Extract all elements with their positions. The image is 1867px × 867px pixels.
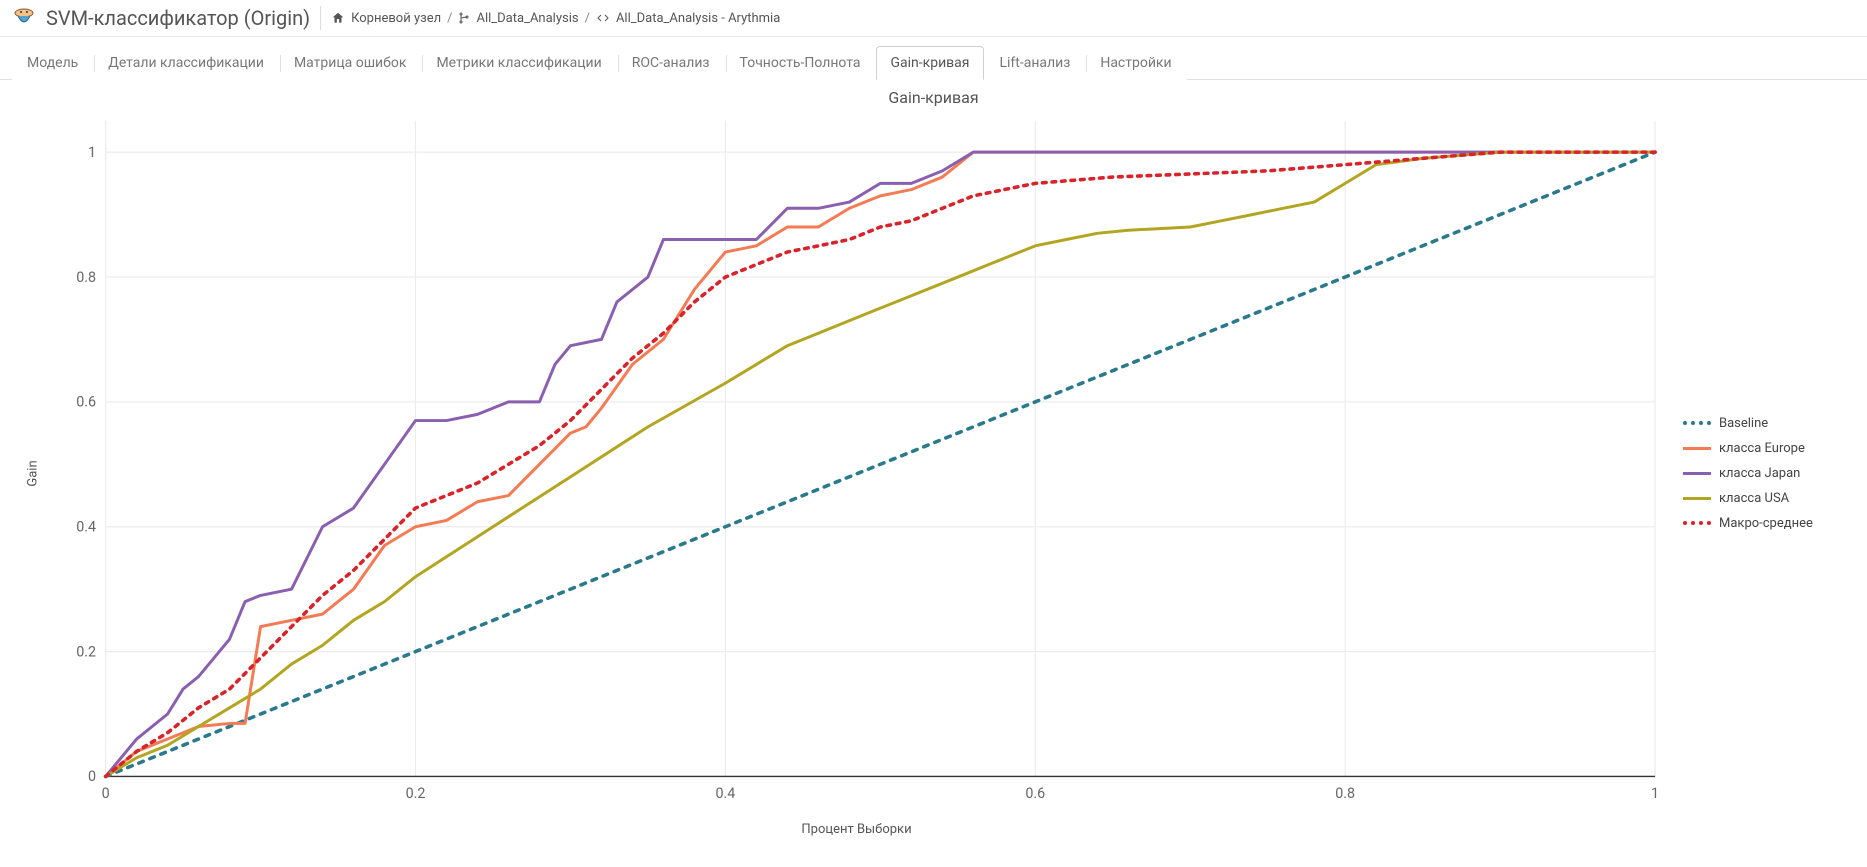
tab-2[interactable]: Матрица ошибок bbox=[279, 46, 421, 80]
y-axis-label: Gain bbox=[26, 460, 41, 486]
breadcrumb-sep: / bbox=[447, 11, 452, 26]
tab-6[interactable]: Gain-кривая bbox=[876, 46, 985, 80]
tab-7[interactable]: Lift-анализ bbox=[984, 46, 1085, 80]
code-icon bbox=[596, 12, 610, 24]
legend-swatch bbox=[1683, 472, 1711, 475]
svg-text:1: 1 bbox=[1651, 786, 1659, 802]
tab-8[interactable]: Настройки bbox=[1085, 46, 1186, 80]
legend-item-2[interactable]: класса Japan bbox=[1683, 466, 1847, 481]
breadcrumb-leaf[interactable]: All_Data_Analysis - Arythmia bbox=[616, 11, 780, 26]
legend-label: класса Europe bbox=[1719, 441, 1805, 456]
chart-panel: Gain-кривая Gain 0 0.2 0.4 0.6 0.8 1 0 0.2 0.4 0.… bbox=[0, 80, 1867, 857]
tab-0[interactable]: Модель bbox=[12, 46, 93, 80]
legend-item-1[interactable]: класса Europe bbox=[1683, 441, 1847, 456]
app-title: SVM-классификатор (Origin) bbox=[46, 6, 321, 30]
svg-text:0.4: 0.4 bbox=[76, 519, 96, 535]
svg-text:0: 0 bbox=[102, 786, 110, 802]
svg-text:0.8: 0.8 bbox=[76, 270, 96, 286]
breadcrumb: Корневой узел / All_Data_Analysis / All_… bbox=[331, 11, 780, 26]
svg-text:0.4: 0.4 bbox=[715, 786, 735, 802]
legend-item-4[interactable]: Макро-среднее bbox=[1683, 516, 1847, 531]
breadcrumb-sep: / bbox=[585, 11, 590, 26]
legend-item-0[interactable]: Baseline bbox=[1683, 416, 1847, 431]
svg-text:0.8: 0.8 bbox=[1335, 786, 1355, 802]
breadcrumb-mid[interactable]: All_Data_Analysis bbox=[476, 11, 578, 26]
tab-4[interactable]: ROC-анализ bbox=[617, 46, 725, 80]
svg-text:0.6: 0.6 bbox=[76, 395, 96, 411]
legend-swatch bbox=[1683, 521, 1711, 525]
svg-text:0.2: 0.2 bbox=[406, 786, 426, 802]
chart-plot-area[interactable]: 0 0.2 0.4 0.6 0.8 1 0 0.2 0.4 0.6 0.8 1 bbox=[46, 109, 1667, 816]
branch-icon bbox=[458, 12, 470, 24]
chart-title: Gain-кривая bbox=[20, 88, 1847, 107]
svg-text:1: 1 bbox=[88, 145, 96, 161]
tab-3[interactable]: Метрики классификации bbox=[421, 46, 616, 80]
y-axis-label-wrap: Gain bbox=[20, 109, 46, 837]
home-icon[interactable] bbox=[331, 11, 345, 25]
legend-swatch bbox=[1683, 497, 1711, 500]
legend-label: класса USA bbox=[1719, 491, 1789, 506]
svg-text:0.6: 0.6 bbox=[1025, 786, 1045, 802]
tab-1[interactable]: Детали классификации bbox=[93, 46, 279, 80]
legend-item-3[interactable]: класса USA bbox=[1683, 491, 1847, 506]
x-axis-label: Процент Выборки bbox=[46, 822, 1667, 837]
legend-swatch bbox=[1683, 447, 1711, 450]
legend-label: класса Japan bbox=[1719, 466, 1800, 481]
app-icon bbox=[12, 6, 36, 30]
svg-text:0: 0 bbox=[88, 769, 96, 785]
breadcrumb-root[interactable]: Корневой узел bbox=[351, 11, 441, 26]
legend-swatch bbox=[1683, 421, 1711, 425]
tab-bar: МодельДетали классификацииМатрица ошибок… bbox=[0, 37, 1867, 80]
svg-text:0.2: 0.2 bbox=[76, 644, 96, 660]
chart-legend: Baseline класса Europe класса Japan класса … bbox=[1667, 109, 1847, 837]
tab-5[interactable]: Точность-Полнота bbox=[725, 46, 876, 80]
legend-label: Макро-среднее bbox=[1719, 516, 1813, 531]
header-bar: SVM-классификатор (Origin) Корневой узел… bbox=[0, 0, 1867, 37]
legend-label: Baseline bbox=[1719, 416, 1768, 431]
